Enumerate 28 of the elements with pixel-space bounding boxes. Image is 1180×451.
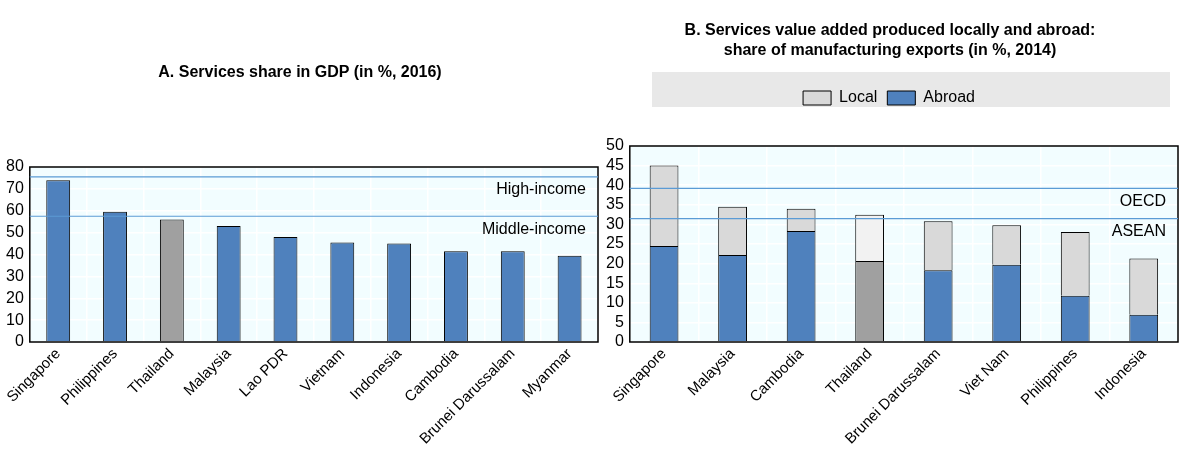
ref-line-label: ASEAN [1111, 221, 1166, 239]
y-tick-label: 60 [6, 201, 24, 219]
ref-line-label: High-income [496, 180, 587, 198]
y-tick-label: 40 [606, 175, 624, 193]
y-tick-label: 45 [606, 156, 624, 174]
y-tick-label: 0 [614, 332, 624, 350]
y-tick-label: 15 [606, 273, 624, 291]
legend-label: Local [839, 88, 878, 106]
y-tick-label: 0 [14, 332, 24, 350]
y-tick-label: 70 [6, 179, 24, 197]
y-tick-label: 30 [6, 266, 24, 284]
chart-title: A. Services share in GDP (in %, 2016) [157, 62, 443, 82]
legend-label: Abroad [923, 88, 975, 106]
y-tick-label: 5 [614, 312, 624, 330]
y-tick-label: 50 [606, 136, 624, 154]
chart-title: B. Services value added produced locally and abroad: share of manufacturing exports (in %, 2014) [683, 20, 1097, 60]
y-tick-label: 10 [6, 310, 24, 328]
y-tick-label: 35 [606, 195, 624, 213]
y-tick-label: 50 [6, 223, 24, 241]
y-tick-label: 10 [606, 293, 624, 311]
y-tick-label: 80 [6, 157, 24, 175]
y-tick-label: 20 [606, 254, 624, 272]
y-tick-label: 30 [606, 214, 624, 232]
y-tick-label: 20 [6, 288, 24, 306]
y-tick-label: 25 [606, 234, 624, 252]
y-tick-label: 40 [6, 244, 24, 262]
ref-line-label: Middle-income [481, 219, 587, 237]
ref-line-label: OECD [1119, 191, 1166, 209]
